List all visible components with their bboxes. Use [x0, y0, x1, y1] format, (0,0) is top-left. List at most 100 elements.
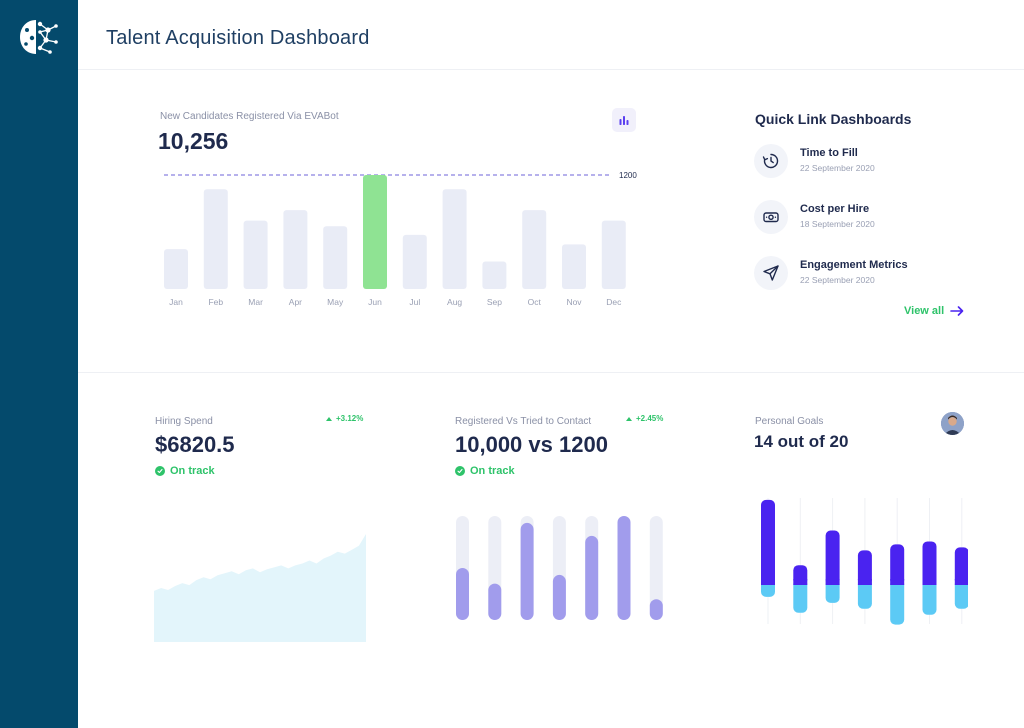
progress-track: [649, 516, 663, 620]
header: Talent Acquisition Dashboard: [78, 0, 1024, 70]
quick-link-name: Engagement Metrics: [800, 259, 908, 271]
delta-value: +3.12%: [336, 414, 364, 423]
goal-bar-positive: [922, 541, 937, 585]
check-circle-icon: [455, 466, 465, 476]
trend-up-icon: [326, 416, 332, 421]
bar-aug: [442, 189, 467, 289]
quick-link-date: 22 September 2020: [800, 163, 875, 173]
progress-bar: [520, 522, 534, 620]
hiring-spend-area-chart: [154, 534, 366, 642]
top-panel: New Candidates Registered Via EVABot 10,…: [78, 71, 1024, 373]
bar-feb: [203, 189, 228, 289]
clock-icon: [754, 144, 788, 178]
candidates-value: 10,256: [158, 128, 229, 154]
chart-type-button[interactable]: [612, 108, 636, 132]
status-label: On track: [170, 465, 215, 477]
goal-bar-positive: [761, 499, 775, 585]
progress-bar: [552, 574, 566, 620]
goal-bar-joint: [954, 579, 968, 585]
goal-bar-joint: [761, 579, 775, 585]
goal-bar-negative: [890, 579, 905, 625]
bar-mar: [243, 220, 268, 289]
month-label: Jul: [409, 297, 420, 307]
hiring-spend-delta: +3.12%: [326, 414, 363, 423]
paper-plane-icon: [754, 256, 788, 290]
quick-link-date: 18 September 2020: [800, 219, 875, 229]
quick-link-name: Cost per Hire: [800, 203, 870, 215]
goal-bar-joint: [922, 579, 937, 585]
month-label: Jun: [368, 297, 382, 307]
bar-jan: [164, 249, 188, 289]
goal-bar-positive: [954, 547, 968, 585]
goal-bar-negative: [954, 579, 968, 609]
check-circle-icon: [155, 466, 165, 476]
spend-area: [154, 534, 366, 642]
bar-sep: [482, 261, 507, 289]
registered-progress-chart: [456, 516, 663, 620]
month-label: Oct: [528, 297, 542, 307]
hiring-spend-value: $6820.5: [155, 432, 235, 457]
month-label: Aug: [447, 297, 462, 307]
personal-goals-value: 14 out of 20: [754, 432, 849, 451]
month-label: Jan: [169, 297, 183, 307]
month-label: Dec: [606, 297, 622, 307]
delta-value: +2.45%: [636, 414, 664, 423]
progress-bar: [456, 568, 469, 620]
progress-bar: [617, 516, 631, 620]
bar-oct: [522, 210, 547, 289]
hiring-spend-status: On track: [155, 465, 215, 477]
month-label: Nov: [566, 297, 582, 307]
month-label: Sep: [487, 297, 502, 307]
view-all-label: View all: [904, 305, 945, 317]
registered-value: 10,000 vs 1200: [455, 432, 608, 457]
quick-links-title: Quick Link Dashboards: [755, 111, 912, 127]
registered-status: On track: [455, 465, 515, 477]
bar-apr: [283, 210, 308, 289]
avatar[interactable]: [941, 412, 964, 435]
reference-label: 1200: [619, 171, 637, 180]
month-label: May: [327, 297, 344, 307]
personal-goals-label: Personal Goals: [755, 416, 824, 427]
goal-bar-positive: [825, 530, 840, 585]
candidates-bar-chart: 1200 Jan Feb Mar Apr May Jun Jul Aug Sep Oct Nov Dec: [164, 171, 637, 307]
goal-bar-negative: [857, 579, 872, 609]
registered-delta: +2.45%: [626, 414, 663, 423]
bar-chart-icon: [619, 116, 629, 125]
quick-link-time-to-fill[interactable]: Time to Fill 22 September 2020: [754, 142, 994, 182]
bar-jun: [363, 175, 387, 289]
quick-link-cost-per-hire[interactable]: Cost per Hire 18 September 2020: [754, 198, 994, 238]
bar-dec: [601, 220, 626, 289]
goal-bar-joint: [825, 579, 840, 585]
month-label: Feb: [208, 297, 223, 307]
money-icon: [754, 200, 788, 234]
registered-label: Registered Vs Tried to Contact: [455, 416, 592, 427]
goal-bar-positive: [890, 544, 905, 585]
quick-link-date: 22 September 2020: [800, 275, 875, 285]
progress-bar: [585, 535, 599, 620]
status-label: On track: [470, 465, 515, 477]
sidebar: [0, 0, 78, 728]
quick-link-engagement-metrics[interactable]: Engagement Metrics 22 September 2020: [754, 254, 994, 294]
bar-jul: [402, 234, 427, 289]
hiring-spend-label: Hiring Spend: [155, 416, 213, 427]
goal-bar-joint: [890, 579, 905, 585]
view-all-link[interactable]: View all: [904, 305, 964, 317]
bar-may: [323, 226, 348, 289]
goal-bar-joint: [793, 579, 808, 585]
arrow-right-icon: [950, 306, 964, 316]
goal-bar-negative: [922, 579, 937, 615]
goal-bar-negative: [793, 579, 808, 613]
bar-nov: [562, 244, 586, 289]
month-label: Apr: [289, 297, 302, 307]
brain-logo-icon[interactable]: [18, 16, 60, 58]
personal-goals-bar-chart: [761, 498, 968, 625]
trend-up-icon: [626, 416, 632, 421]
progress-bar: [488, 583, 502, 620]
page-title: Talent Acquisition Dashboard: [106, 27, 370, 49]
goal-bar-positive: [857, 550, 872, 585]
quick-link-name: Time to Fill: [800, 147, 858, 159]
month-label: Mar: [248, 297, 263, 307]
goal-bar-joint: [857, 579, 872, 585]
candidates-label: New Candidates Registered Via EVABot: [160, 111, 339, 122]
progress-bar: [649, 599, 663, 620]
